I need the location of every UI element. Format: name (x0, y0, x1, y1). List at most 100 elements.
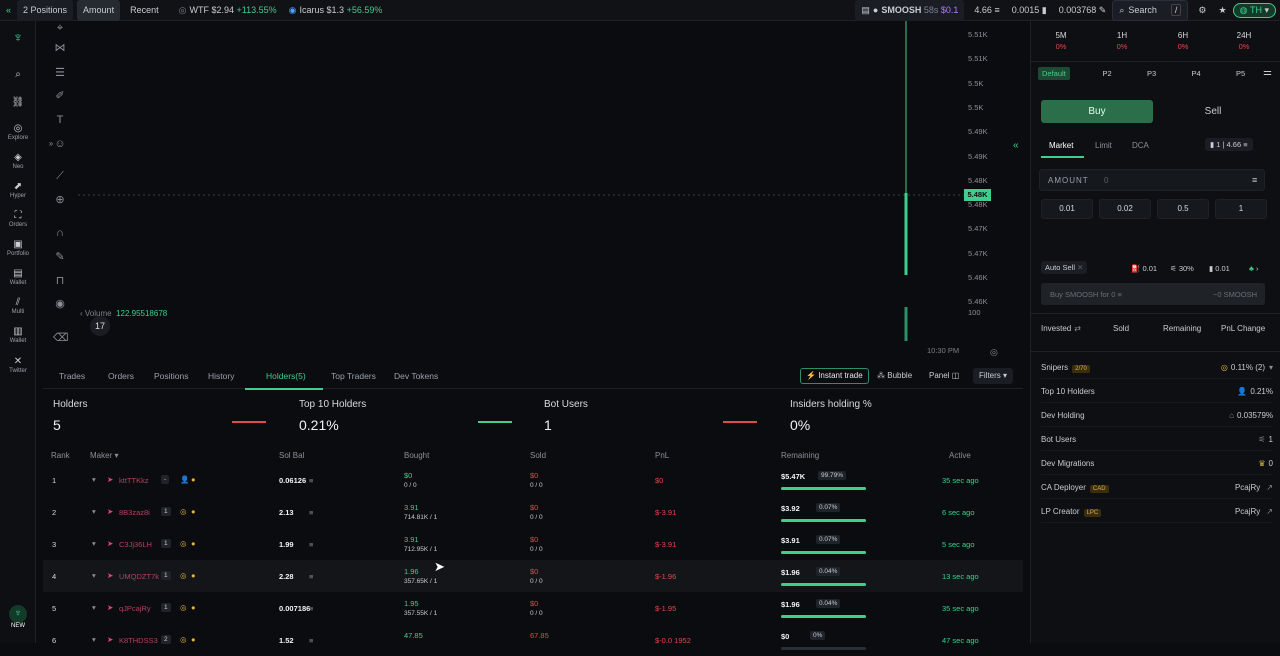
info-value-wrap[interactable]: PcajRy ↗ (1235, 483, 1273, 492)
column-header[interactable]: Active (949, 451, 971, 460)
rail-portfolio[interactable]: ▣ Portfolio (0, 239, 36, 257)
expand-panel-icon[interactable]: « (1013, 140, 1019, 151)
maker-address[interactable]: UMQDZT7k (119, 572, 159, 581)
info-value-wrap[interactable]: ♛ 0 (1258, 459, 1273, 468)
column-header[interactable]: Remaining (781, 451, 820, 460)
text-icon[interactable]: T (56, 114, 64, 126)
preset-p4[interactable]: P4 (1191, 69, 1201, 78)
table-row[interactable]: 4 ▾ ➤ UMQDZT7k 1 ◎ ● 2.28 ≡ 1.96 357.65K / 1 $0 0 / … (43, 560, 1023, 592)
column-header[interactable]: Bought (404, 451, 430, 460)
balance-2[interactable]: 0.0015 ▮ (1006, 0, 1053, 21)
sell-tab[interactable]: Sell (1204, 106, 1222, 117)
copy-trade-icon[interactable]: ➤ (107, 571, 114, 580)
column-header[interactable]: Sold (530, 451, 547, 460)
tip-setting[interactable]: ♣ › (1249, 264, 1259, 273)
copy-trade-icon[interactable]: ➤ (107, 635, 114, 644)
ruler-icon[interactable]: ⟋ (56, 170, 64, 182)
table-row[interactable]: 1 ▾ ➤ kttTTKkz - 👤 ● 0.06126 ≡ $0 0 / 0 $0 0 / 0 $0 $5… (43, 464, 1023, 496)
rail-twitter[interactable]: ✕ Twitter (0, 356, 36, 374)
tab-orders[interactable]: Orders (108, 371, 134, 381)
maker-address[interactable]: K8THDSS3 (119, 636, 158, 645)
collapse-icon[interactable]: « (6, 5, 12, 15)
ticker-wtf[interactable]: ◎ WTF $2.94 +113.55% (173, 0, 283, 21)
info-value-wrap[interactable]: ⌂ 0.03579% (1229, 411, 1273, 420)
column-header[interactable]: Rank (51, 451, 70, 460)
tab-top-traders[interactable]: Top Traders (331, 371, 376, 381)
info-value-wrap[interactable]: 👤 0.21% (1237, 387, 1273, 396)
filter-icon[interactable]: ▾ (92, 603, 96, 612)
quick-amount-button[interactable]: 1 (1215, 199, 1267, 219)
slippage-setting[interactable]: ⚟ 30% (1170, 264, 1194, 273)
column-header[interactable]: Sol Bal (279, 451, 305, 460)
rail-explore[interactable]: ◎ Explore (0, 123, 36, 141)
filters-button[interactable]: Filters ▾ (973, 368, 1014, 384)
balance-1[interactable]: 4.66 ≡ (968, 0, 1005, 21)
expand-icon[interactable]: » (48, 139, 54, 148)
tab-holders[interactable]: Holders(5) (266, 371, 306, 381)
lock-icon[interactable]: ⊓ (55, 275, 65, 287)
user-menu[interactable]: ◍ TH ▾ (1232, 2, 1276, 18)
column-header[interactable]: PnL (655, 451, 670, 460)
filter-icon[interactable]: ▾ (92, 635, 96, 644)
order-type-dca[interactable]: DCA (1132, 141, 1149, 150)
logo-icon[interactable]: ♆ (12, 29, 24, 45)
order-type-limit[interactable]: Limit (1095, 141, 1112, 150)
rail-wallet-2[interactable]: ▥ Wallet (0, 326, 36, 344)
wallet-selector[interactable]: ▮ 1 | 4.66 ≡ (1205, 138, 1253, 151)
maker-address[interactable]: kttTTKkz (119, 476, 149, 485)
table-row[interactable]: 6 ▾ ➤ K8THDSS3 2 ◎ ● 1.52 ≡ 47.85 67.85 $-0.0 1952 $… (43, 624, 1023, 656)
tab-trades[interactable]: Trades (59, 371, 86, 381)
search-icon[interactable]: ⌕ (15, 69, 21, 80)
refresh-icon[interactable]: ⇄ (1074, 324, 1081, 333)
price-chart[interactable]: ‹ Volume 122.95518678 17 10:30 PM (78, 21, 964, 361)
star-icon[interactable]: ★ (1218, 4, 1227, 15)
ticker-icarus[interactable]: ◉ Icarus $1.3 +56.59% (283, 0, 389, 21)
column-header[interactable]: Maker ▾ (90, 451, 118, 460)
info-value-wrap[interactable]: ◎ 0.11% (2) ▾ (1221, 363, 1273, 372)
filter-icon[interactable]: ▾ (114, 451, 119, 460)
tab-history[interactable]: History (208, 371, 235, 381)
timeframe-24h[interactable]: 24H 0% (1231, 31, 1257, 51)
recent-tab[interactable]: Recent (130, 5, 159, 15)
rail-orders[interactable]: ⛶ Orders (0, 210, 36, 228)
magnet-icon[interactable]: ∩ (56, 227, 64, 239)
brush-icon[interactable]: ✐ (55, 90, 65, 102)
quick-amount-button[interactable]: 0.01 (1041, 199, 1093, 219)
positions-tab[interactable]: 2 Positions (17, 0, 74, 21)
pencil-lock-icon[interactable]: ✎ (55, 251, 65, 263)
priority-fee-setting[interactable]: ▮ 0.01 (1209, 264, 1230, 273)
preset-p3[interactable]: P3 (1147, 69, 1157, 78)
close-icon[interactable]: ✕ (1077, 263, 1084, 272)
collapse-icon[interactable]: ‹ (80, 309, 83, 318)
filter-icon[interactable]: ▾ (92, 571, 96, 580)
quick-amount-button[interactable]: 0.5 (1157, 199, 1209, 219)
filter-icon[interactable]: ▾ (92, 539, 96, 548)
timeframe-1h[interactable]: 1H 0% (1109, 31, 1135, 51)
zoom-in-icon[interactable]: ⊕ (55, 194, 65, 206)
settings-icon[interactable]: ◎ (990, 347, 998, 357)
timeframe-5m[interactable]: 5M 0% (1048, 31, 1074, 51)
maker-address[interactable]: 8B3zaz8i (119, 508, 150, 517)
new-feature-badge[interactable]: ♆ NEW (0, 605, 36, 629)
instant-trade-button[interactable]: ⚡ Instant trade (800, 368, 869, 384)
price-axis[interactable]: 5.51K 5.51K 5.5K 5.5K 5.49K 5.49K 5.48K 5.48K 5.… (964, 21, 1022, 361)
order-type-market[interactable]: Market (1049, 141, 1074, 150)
table-row[interactable]: 2 ▾ ➤ 8B3zaz8i 1 ◎ ● 2.13 ≡ 3.91 714.81K / 1 $0 0 / … (43, 496, 1023, 528)
auto-sell-toggle[interactable]: Auto Sell ✕ (1041, 261, 1088, 274)
preset-default[interactable]: Default (1038, 67, 1070, 80)
preset-p2[interactable]: P2 (1102, 69, 1112, 78)
tradingview-logo-icon[interactable]: 17 (90, 316, 110, 336)
pnl-col-0[interactable]: Invested ⇄ (1041, 324, 1081, 333)
copy-trade-icon[interactable]: ➤ (107, 507, 114, 516)
buy-tab[interactable]: Buy (1041, 100, 1153, 123)
lines-icon[interactable]: ☰ (55, 67, 65, 79)
maker-address[interactable]: C3Jj36LH (119, 540, 152, 549)
buy-submit-button[interactable]: Buy SMOOSH for 0 ≡ ~0 SMOOSH (1041, 283, 1265, 305)
crosshair-icon[interactable]: ⌖ (56, 22, 64, 34)
timeframe-6h[interactable]: 6H 0% (1170, 31, 1196, 51)
copy-trade-icon[interactable]: ➤ (107, 475, 114, 484)
table-row[interactable]: 5 ▾ ➤ qJPcajRy 1 ◎ ● 0.007186 ≡ 1.95 357.55K / 1 $0… (43, 592, 1023, 624)
filter-icon[interactable]: ▾ (92, 475, 96, 484)
tab-positions[interactable]: Positions (154, 371, 189, 381)
amount-input[interactable]: AMOUNT 0 ≡ (1039, 169, 1265, 191)
